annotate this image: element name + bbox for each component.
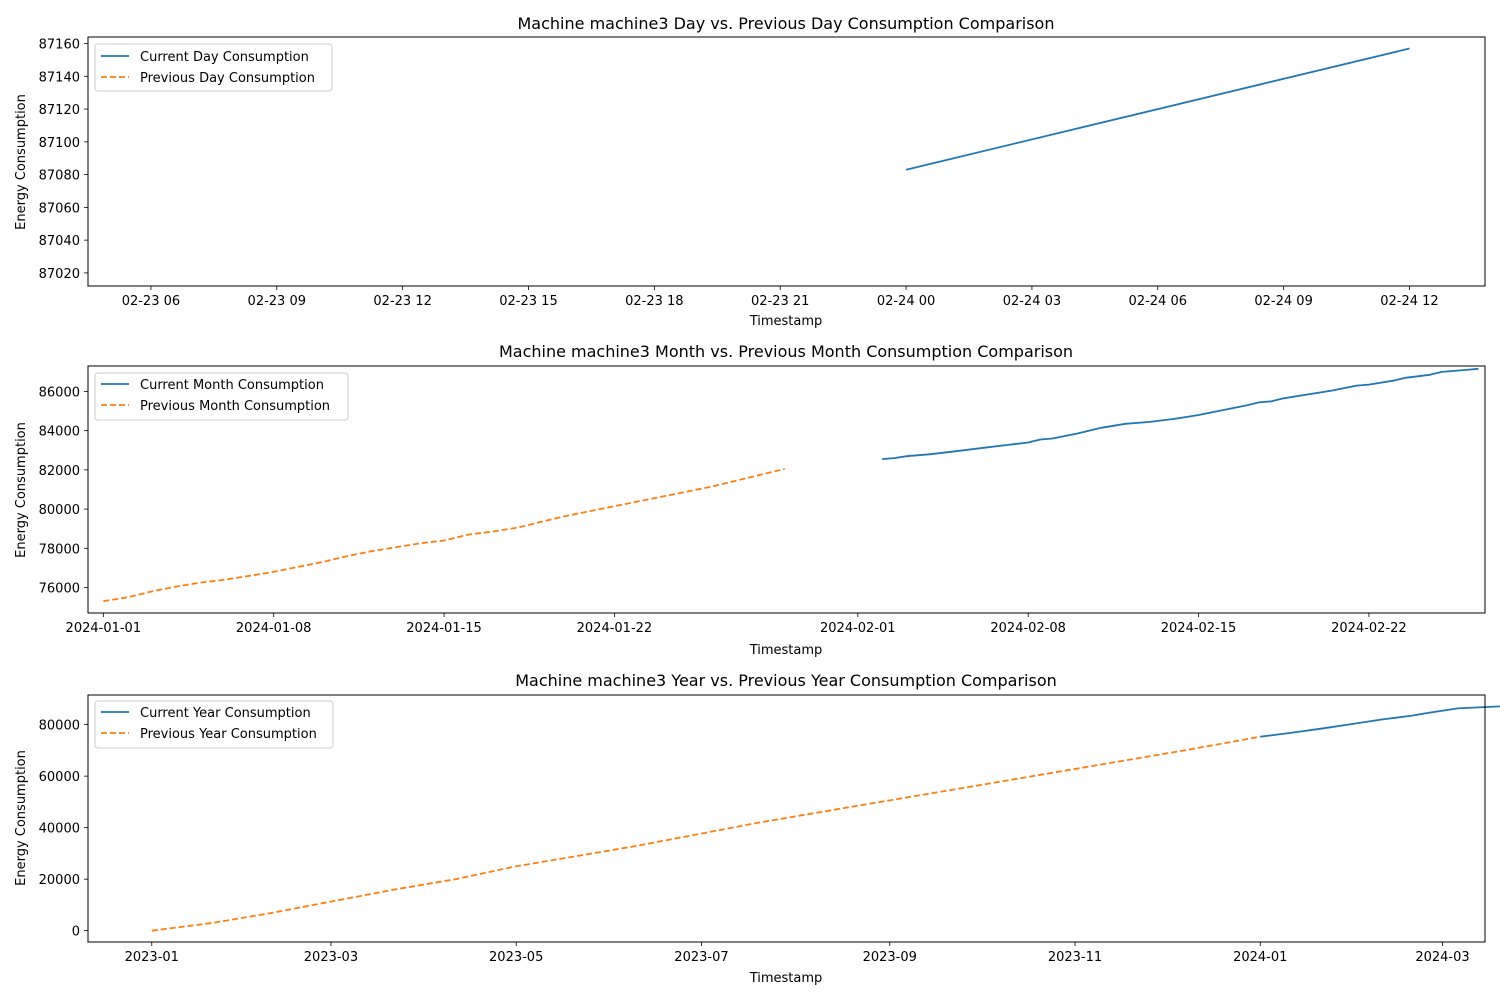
- legend-box: [94, 43, 333, 92]
- y-tick-label: 82000: [39, 464, 80, 479]
- x-tick-label: 02-23 06: [122, 294, 180, 309]
- x-tick-label: 2023-03: [304, 950, 358, 965]
- x-tick-label: 02-23 09: [248, 294, 306, 309]
- chart-title: Machine machine3 Month vs. Previous Mont…: [499, 342, 1073, 361]
- chart-panel-year: Machine machine3 Year vs. Previous Year …: [14, 671, 1500, 986]
- y-axis-label: Energy Consumption: [14, 750, 29, 886]
- legend: Current Day Consumption Previous Day Con…: [94, 43, 333, 92]
- x-tick-label: 02-24 12: [1380, 294, 1438, 309]
- y-tick-label: 87060: [39, 201, 80, 216]
- series-line-previous: [151, 735, 1261, 932]
- y-tick-label: 87080: [39, 169, 80, 184]
- y-ticks: 87020 87040 87060 87080 87100 87120 87140 87160: [39, 38, 88, 282]
- chart-title: Machine machine3 Year vs. Previous Year …: [515, 671, 1057, 690]
- series-group: [103, 367, 1479, 603]
- x-tick-label: 2024-01-01: [66, 621, 142, 636]
- series-line-current: [1260, 705, 1500, 738]
- x-tick-label: 02-24 09: [1254, 294, 1312, 309]
- chart-title: Machine machine3 Day vs. Previous Day Co…: [518, 14, 1055, 33]
- y-tick-label: 20000: [39, 873, 80, 888]
- x-tick-label: 02-24 00: [877, 294, 935, 309]
- y-axis-label: Energy Consumption: [14, 94, 29, 230]
- y-tick-label: 76000: [39, 582, 80, 597]
- x-tick-label: 2024-01: [1233, 950, 1287, 965]
- x-tick-label: 2024-02-08: [990, 621, 1066, 636]
- x-tick-label: 02-24 06: [1129, 294, 1187, 309]
- x-ticks: 2023-01 2023-03 2023-05 2023-07 2023-09 2023-…: [125, 942, 1470, 965]
- y-tick-label: 84000: [39, 425, 80, 440]
- x-tick-label: 2024-02-15: [1161, 621, 1237, 636]
- x-tick-label: 2023-09: [863, 950, 917, 965]
- legend: Current Year Consumption Previous Year C…: [94, 700, 334, 749]
- x-axis-label: Timestamp: [749, 643, 823, 658]
- plot-frame: [87, 694, 1486, 943]
- chart-panel-day: Machine machine3 Day vs. Previous Day Co…: [14, 14, 1486, 329]
- legend-label-current: Current Year Consumption: [140, 706, 311, 721]
- x-tick-label: 02-24 03: [1003, 294, 1061, 309]
- x-tick-label: 2024-01-08: [236, 621, 312, 636]
- legend-label-current: Current Month Consumption: [140, 378, 324, 393]
- legend-box: [94, 372, 349, 421]
- y-tick-label: 87120: [39, 103, 80, 118]
- x-tick-label: 2024-03: [1415, 950, 1469, 965]
- x-tick-label: 2023-01: [125, 950, 179, 965]
- legend-label-current: Current Day Consumption: [140, 50, 309, 65]
- plot-frame: [87, 36, 1486, 287]
- series-line-current: [905, 47, 1410, 171]
- y-tick-label: 87140: [39, 70, 80, 85]
- y-tick-label: 0: [72, 925, 80, 940]
- series-line-current: [882, 367, 1479, 460]
- y-tick-label: 87100: [39, 136, 80, 151]
- x-tick-label: 2023-11: [1048, 950, 1102, 965]
- x-tick-label: 2023-07: [674, 950, 728, 965]
- legend-label-previous: Previous Day Consumption: [140, 71, 315, 86]
- y-tick-label: 60000: [39, 770, 80, 785]
- y-tick-label: 86000: [39, 385, 80, 400]
- series-group: [151, 705, 1500, 932]
- x-tick-label: 2024-02-01: [820, 621, 896, 636]
- x-tick-label: 02-23 18: [625, 294, 683, 309]
- y-ticks: 76000 78000 80000 82000 84000 86000: [39, 385, 88, 597]
- legend-box: [94, 700, 334, 749]
- x-ticks: 2024-01-01 2024-01-08 2024-01-15 2024-01-22…: [66, 613, 1407, 636]
- x-tick-label: 2024-01-15: [406, 621, 482, 636]
- series-line-previous: [103, 468, 786, 603]
- y-tick-label: 80000: [39, 719, 80, 734]
- x-tick-label: 02-23 15: [499, 294, 557, 309]
- x-tick-label: 2024-01-22: [577, 621, 653, 636]
- x-tick-label: 2024-02-22: [1331, 621, 1407, 636]
- y-tick-label: 87040: [39, 234, 80, 249]
- x-ticks: 02-23 06 02-23 09 02-23 12 02-23 15 02-23 18…: [122, 286, 1439, 309]
- y-tick-label: 87160: [39, 38, 80, 53]
- x-tick-label: 2023-05: [489, 950, 543, 965]
- x-axis-label: Timestamp: [749, 314, 823, 329]
- y-axis-label: Energy Consumption: [14, 422, 29, 558]
- x-axis-label: Timestamp: [749, 971, 823, 986]
- x-tick-label: 02-23 12: [373, 294, 431, 309]
- y-ticks: 0 20000 40000 60000 80000: [39, 719, 88, 940]
- series-group: [905, 47, 1410, 171]
- y-tick-label: 80000: [39, 503, 80, 518]
- chart-panel-month: Machine machine3 Month vs. Previous Mont…: [14, 342, 1486, 658]
- legend: Current Month Consumption Previous Month…: [94, 372, 349, 421]
- legend-label-previous: Previous Month Consumption: [140, 399, 330, 414]
- y-tick-label: 87020: [39, 267, 80, 282]
- y-tick-label: 40000: [39, 822, 80, 837]
- legend-label-previous: Previous Year Consumption: [140, 727, 317, 742]
- x-tick-label: 02-23 21: [751, 294, 809, 309]
- plot-frame: [87, 365, 1486, 614]
- y-tick-label: 78000: [39, 542, 80, 557]
